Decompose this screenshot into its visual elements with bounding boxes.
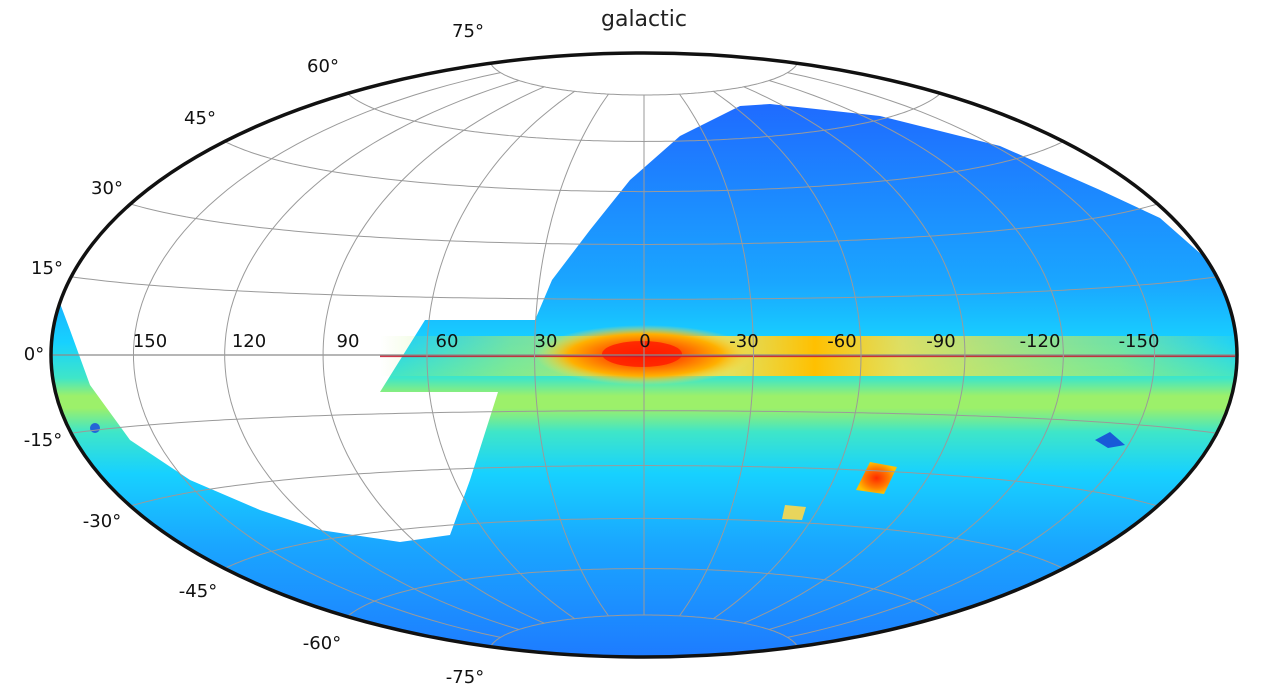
lat-label-75: 75° <box>452 21 484 42</box>
lon-label-minus-60: -60 <box>827 331 856 352</box>
lon-label-minus-120: -120 <box>1020 331 1061 352</box>
lat-label-minus-60: -60° <box>303 633 341 654</box>
lat-label-45: 45° <box>184 108 216 129</box>
meridian-line <box>426 90 575 620</box>
blue-cloud-feature <box>1095 432 1125 448</box>
lat-label-60: 60° <box>307 56 339 77</box>
lon-label-minus-90: -90 <box>926 331 955 352</box>
meridian-line <box>322 86 545 624</box>
meridian-line <box>787 72 1155 638</box>
meridian-line <box>743 86 966 624</box>
meridian-line <box>224 80 520 630</box>
sky-coverage-area <box>51 104 1237 657</box>
graticule-grid <box>51 63 1237 647</box>
meridian-line <box>768 80 1064 630</box>
meridian-line <box>679 93 754 617</box>
meridian-line <box>534 93 609 617</box>
blue-speck <box>90 423 100 433</box>
lon-label-60: 60 <box>436 331 459 352</box>
galactic-core-inner <box>602 341 682 367</box>
map-body <box>51 53 1237 657</box>
longitude-labels: 150 120 90 60 30 0 -30 -60 -90 -120 -150 <box>133 331 1160 352</box>
lon-label-0: 0 <box>639 331 650 352</box>
meridian-line <box>133 72 501 638</box>
lat-label-minus-75: -75° <box>446 667 484 688</box>
meridian-line <box>713 90 862 620</box>
lat-label-minus-30: -30° <box>83 511 121 532</box>
small-magellanic-cloud <box>782 505 806 520</box>
lat-label-minus-45: -45° <box>179 581 217 602</box>
map-title: galactic <box>601 7 687 32</box>
lat-label-minus-15: -15° <box>24 430 62 451</box>
lat-label-30: 30° <box>91 178 123 199</box>
lat-label-15: 15° <box>31 258 63 279</box>
lon-label-minus-30: -30 <box>729 331 758 352</box>
map-border <box>49 51 1239 659</box>
lon-label-minus-150: -150 <box>1119 331 1160 352</box>
lon-label-30: 30 <box>535 331 558 352</box>
lon-label-150: 150 <box>133 331 167 352</box>
lon-label-120: 120 <box>232 331 266 352</box>
latitude-labels: 75° 60° 45° 30° 15° 0° -15° -30° -45° -6… <box>24 21 484 688</box>
lat-label-0: 0° <box>24 344 44 365</box>
lon-label-90: 90 <box>337 331 360 352</box>
